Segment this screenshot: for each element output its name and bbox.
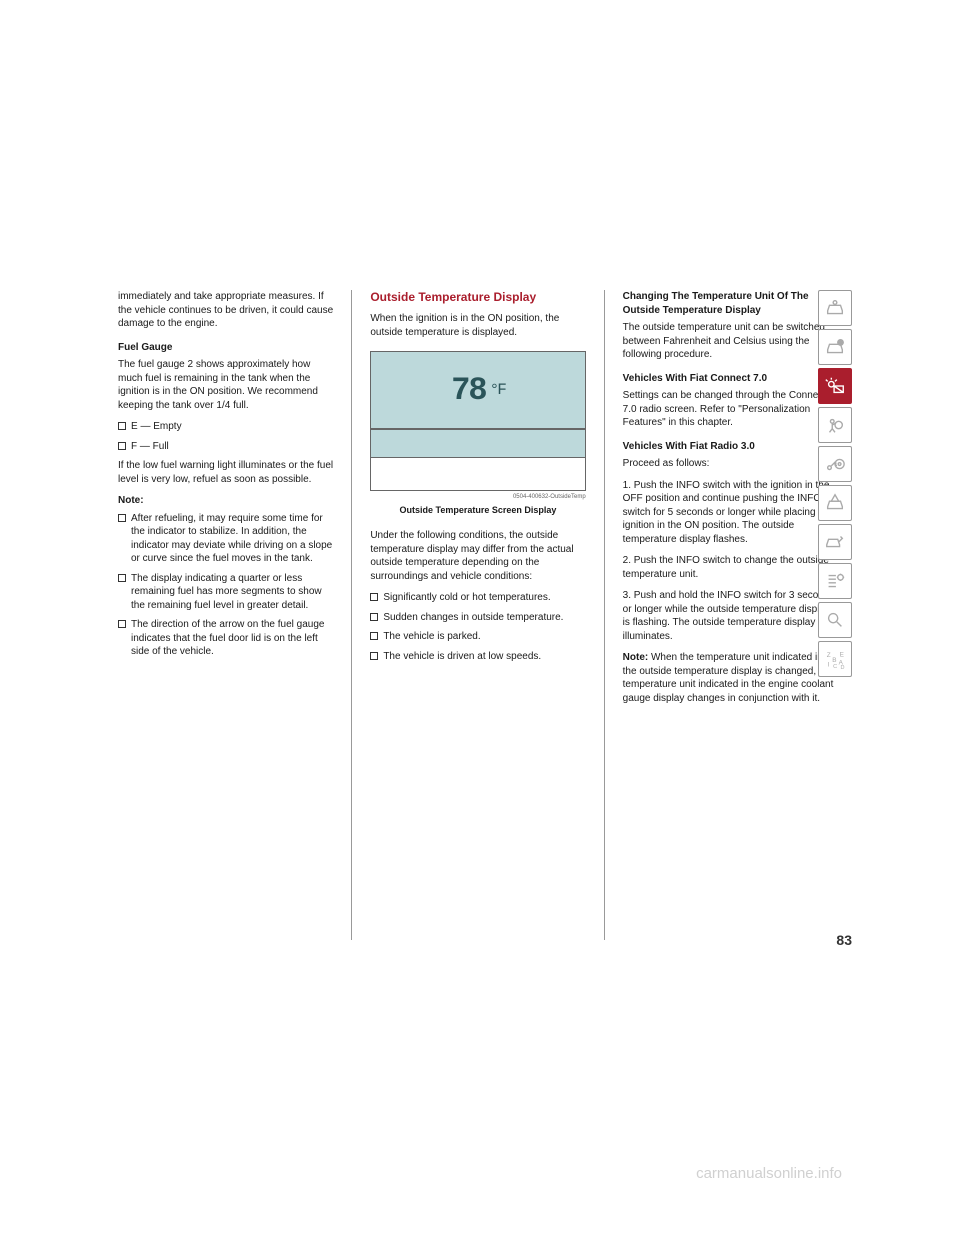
page-number: 83 (836, 932, 852, 948)
column-divider (351, 290, 352, 940)
cond-2: Sudden changes in outside temperature. (370, 611, 585, 625)
tab-service-icon[interactable] (818, 524, 852, 560)
outside-temp-heading: Outside Temperature Display (370, 290, 585, 304)
tab-search-icon[interactable] (818, 602, 852, 638)
low-fuel-para: If the low fuel warning light illuminate… (118, 459, 333, 486)
bullet-box-icon (118, 620, 126, 628)
svg-text:B: B (832, 657, 836, 664)
svg-text:Z: Z (827, 652, 831, 659)
radio30-heading: Vehicles With Fiat Radio 3.0 (623, 440, 838, 454)
note-item-3: The direction of the arrow on the fuel g… (118, 618, 333, 659)
note-item-2: The display indicating a quarter or less… (118, 572, 333, 613)
intro-para: immediately and take appropriate measure… (118, 290, 333, 331)
change-unit-heading: Changing The Temperature Unit Of The Out… (623, 290, 838, 317)
bullet-e-empty: E — Empty (118, 420, 333, 434)
proceed-para: Proceed as follows: (623, 457, 838, 471)
bullet-box-icon (118, 514, 126, 522)
watermark: carmanualsonline.info (696, 1165, 842, 1182)
bullet-box-icon (370, 613, 378, 621)
column-1: immediately and take appropriate measure… (118, 290, 333, 940)
change-unit-para: The outside temperature unit can be swit… (623, 321, 838, 362)
step-2: 2. Push the INFO switch to change the ou… (623, 554, 838, 581)
cond-1: Significantly cold or hot temperatures. (370, 591, 585, 605)
column-3: Changing The Temperature Unit Of The Out… (623, 290, 838, 940)
image-code: 0504-400632-OutsideTemp (370, 493, 585, 501)
screen-box: 78°F (370, 351, 585, 491)
fuel-gauge-heading: Fuel Gauge (118, 341, 333, 355)
screen-mid-band (371, 430, 584, 458)
cond-3: The vehicle is parked. (370, 630, 585, 644)
bullet-f-full: F — Full (118, 440, 333, 454)
svg-text:E: E (840, 651, 844, 658)
bullet-box-icon (118, 574, 126, 582)
cond-4: The vehicle is driven at low speeds. (370, 650, 585, 664)
svg-text:i: i (840, 340, 841, 345)
svg-text:C: C (833, 664, 837, 670)
tab-settings-list-icon[interactable] (818, 563, 852, 599)
conditions-para: Under the following conditions, the outs… (370, 529, 585, 583)
note-label: Note: (118, 494, 333, 508)
outside-temp-intro: When the ignition is in the ON position,… (370, 312, 585, 339)
tab-key-steering-icon[interactable] (818, 446, 852, 482)
note-para: Note: When the temperature unit indicate… (623, 651, 838, 705)
bullet-box-icon (370, 632, 378, 640)
tab-airbag-icon[interactable] (818, 407, 852, 443)
tab-hazard-icon[interactable] (818, 485, 852, 521)
tab-warning-lights-icon[interactable] (818, 368, 852, 404)
bullet-box-icon (118, 422, 126, 430)
tab-index-icon[interactable]: ZBEAICD (818, 641, 852, 677)
page-content: immediately and take appropriate measure… (118, 290, 838, 940)
figure-caption: Outside Temperature Screen Display (370, 505, 585, 517)
svg-text:I: I (828, 661, 830, 668)
fuel-gauge-para: The fuel gauge 2 shows approximately how… (118, 358, 333, 412)
bullet-box-icon (370, 652, 378, 660)
screen-bottom-band (371, 458, 584, 490)
svg-text:D: D (841, 665, 845, 670)
temp-display-figure: 78°F 0504-400632-OutsideTemp Outside Tem… (370, 351, 585, 517)
step-3: 3. Push and hold the INFO switch for 3 s… (623, 589, 838, 643)
note-item-1: After refueling, it may require some tim… (118, 512, 333, 566)
screen-reading-area: 78°F (371, 352, 584, 430)
step-1: 1. Push the INFO switch with the ignitio… (623, 479, 838, 547)
tab-vehicle-info-icon[interactable]: i (818, 329, 852, 365)
temp-value: 78°F (451, 369, 505, 412)
bullet-box-icon (370, 593, 378, 601)
connect70-para: Settings can be changed through the Conn… (623, 389, 838, 430)
column-divider (604, 290, 605, 940)
section-tabs: i ZBEAICD (818, 290, 852, 677)
tab-vehicle-icon[interactable] (818, 290, 852, 326)
column-2: Outside Temperature Display When the ign… (370, 290, 585, 940)
connect70-heading: Vehicles With Fiat Connect 7.0 (623, 372, 838, 386)
bullet-box-icon (118, 442, 126, 450)
